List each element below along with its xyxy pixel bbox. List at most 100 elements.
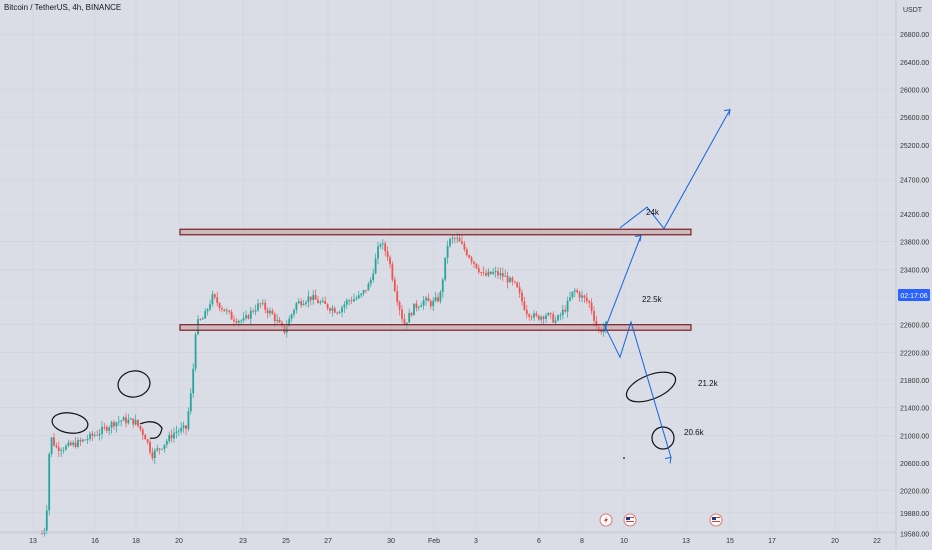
candle-body — [252, 310, 255, 312]
candle-body — [537, 315, 540, 320]
lightning-glyph — [604, 516, 608, 524]
candle-body — [499, 273, 502, 276]
candle-body — [528, 314, 531, 317]
candle-body — [518, 287, 521, 293]
flag-stripe — [626, 521, 634, 522]
scribble-circle — [51, 412, 89, 434]
candle-body — [89, 433, 91, 439]
arrow-head — [664, 456, 672, 464]
candle-body — [331, 308, 334, 311]
y-tick-label: 21000.00 — [900, 433, 929, 440]
lightning-icon[interactable] — [599, 513, 613, 527]
candle-body — [573, 290, 576, 292]
candle-body — [235, 321, 238, 323]
candle-body — [86, 438, 89, 440]
us-flag-icon[interactable] — [623, 513, 637, 527]
candle-body — [132, 418, 135, 425]
candle-body — [156, 448, 159, 451]
x-tick-label: 20 — [175, 538, 183, 545]
candle-body — [578, 292, 581, 298]
candle-body — [177, 431, 180, 433]
candle-body — [386, 251, 389, 258]
x-tick-label: 6 — [537, 538, 541, 545]
candle-body — [533, 313, 535, 318]
candle-body — [557, 315, 559, 321]
candle-body — [120, 420, 123, 422]
candle-body — [391, 264, 394, 280]
x-tick-label: 20 — [831, 538, 839, 545]
candle-body — [417, 306, 420, 308]
price-axis[interactable]: 19580.00 19880.00 20200.00 20600.00 21000.00… — [895, 0, 929, 550]
candle-body — [307, 296, 310, 303]
candle-body — [209, 304, 211, 310]
candle-body — [146, 439, 149, 443]
time-axis[interactable]: 13 16 18 20 23 25 27 30 Feb 3 6 8 10 13 15 17 20 22 — [0, 531, 896, 545]
candle-body — [535, 313, 538, 316]
candle-body — [213, 294, 216, 298]
candle-body — [201, 318, 204, 320]
scribble-circle — [117, 370, 151, 398]
candle-body — [81, 439, 84, 442]
candle-body — [173, 432, 175, 439]
x-tick-label: 3 — [474, 538, 478, 545]
upper-zone-label: 24k — [646, 208, 660, 217]
candle-body — [74, 442, 77, 447]
y-tick-label: 26000.00 — [900, 88, 929, 95]
y-tick-label: 24700.00 — [900, 177, 929, 184]
event-markers[interactable] — [599, 513, 723, 527]
candle-body — [384, 243, 387, 252]
candle-body — [189, 393, 192, 412]
candle-body — [583, 295, 586, 298]
x-tick-label: 30 — [387, 538, 395, 545]
candle-body — [434, 297, 437, 301]
candle-body — [108, 427, 111, 431]
candle-body — [122, 417, 125, 421]
target-label-20-6k: 20.6k — [684, 428, 705, 437]
candle-body — [300, 301, 303, 306]
us-flag-icon[interactable] — [709, 513, 723, 527]
scribble-curve — [139, 421, 163, 439]
candle-body — [67, 442, 70, 446]
candle-body — [41, 533, 43, 535]
candle-body — [249, 310, 252, 319]
x-tick-label: 22 — [873, 538, 881, 545]
price-badge-bg — [898, 289, 930, 301]
candle-body — [204, 311, 207, 319]
candle-body — [247, 315, 250, 319]
candle-body — [504, 275, 507, 277]
candle-body — [451, 238, 454, 240]
candle-body — [571, 291, 574, 298]
candle-body — [240, 320, 243, 322]
candle-body — [509, 277, 511, 283]
projection-path-up — [619, 109, 731, 230]
scribble-circle — [625, 371, 677, 403]
x-tick-label: 10 — [620, 538, 628, 545]
candle-body — [542, 316, 545, 319]
candle-body — [336, 312, 339, 314]
candle-body — [494, 271, 497, 273]
chart-grid — [0, 0, 896, 534]
candle-body — [379, 244, 382, 247]
candle-body — [367, 283, 370, 291]
candle-body — [192, 368, 195, 394]
candle-body — [96, 434, 99, 436]
candle-body — [216, 297, 219, 304]
candle-body — [353, 299, 355, 302]
y-tick-label: 25200.00 — [900, 143, 929, 150]
candle-body — [413, 303, 415, 316]
y-tick-label: 20200.00 — [900, 489, 929, 496]
candle-body — [297, 301, 300, 304]
candle-body — [211, 294, 214, 305]
last-price-badge: 02:17:06 — [898, 289, 930, 301]
zone-box — [179, 324, 692, 331]
candle-body — [427, 297, 430, 302]
y-tick-label: 21800.00 — [900, 378, 929, 385]
candle-body — [314, 295, 317, 300]
candle-body — [293, 310, 295, 315]
candle-body — [408, 312, 411, 323]
candle-body — [230, 311, 233, 320]
x-tick-label: Feb — [428, 538, 440, 545]
candle-body — [134, 419, 137, 425]
candle-body — [489, 271, 492, 275]
